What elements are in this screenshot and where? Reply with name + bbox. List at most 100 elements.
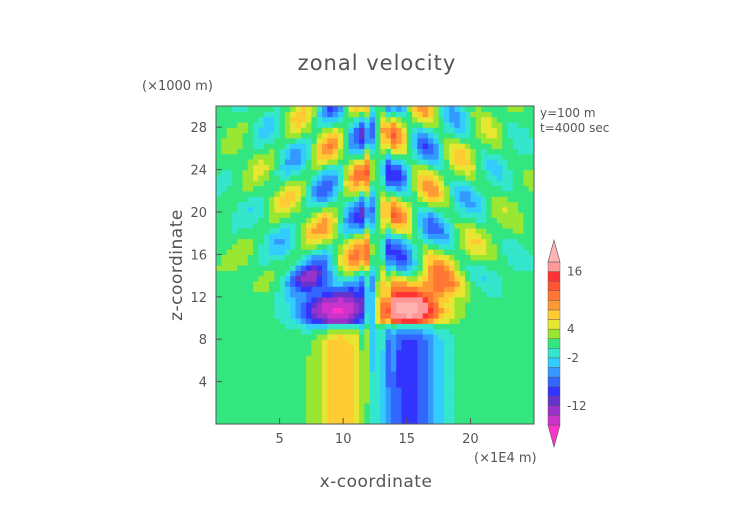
field-cell xyxy=(512,344,519,351)
field-cell xyxy=(311,397,318,404)
field-cell xyxy=(359,318,365,324)
field-cell xyxy=(433,328,440,335)
field-cell xyxy=(375,360,381,367)
field-cell xyxy=(396,386,403,393)
field-cell xyxy=(364,328,371,335)
field-cell xyxy=(406,222,413,229)
field-cell xyxy=(300,376,307,383)
field-cell xyxy=(385,159,392,165)
field-cell xyxy=(221,132,228,139)
field-cell xyxy=(359,148,365,155)
field-cell xyxy=(253,365,259,372)
field-cell xyxy=(316,333,323,340)
field-cell xyxy=(438,111,445,118)
field-cell xyxy=(263,355,270,361)
field-cell xyxy=(284,164,291,171)
field-cell xyxy=(433,201,440,208)
field-cell xyxy=(316,381,323,388)
field-cell xyxy=(406,349,413,356)
field-cell xyxy=(306,275,312,282)
field-cell xyxy=(306,238,312,245)
field-cell xyxy=(364,159,371,165)
field-cell xyxy=(375,174,381,181)
field-cell xyxy=(486,206,493,213)
field-cell xyxy=(396,413,403,420)
field-cell xyxy=(401,121,408,128)
field-cell xyxy=(375,259,381,266)
field-cell xyxy=(300,196,307,202)
field-cell xyxy=(507,254,514,261)
field-cell xyxy=(359,402,365,409)
field-cell xyxy=(481,349,487,356)
field-cell xyxy=(279,349,286,356)
field-cell xyxy=(528,190,534,197)
field-cell xyxy=(327,121,334,128)
field-cell xyxy=(465,254,471,261)
field-cell xyxy=(507,180,514,187)
field-cell xyxy=(470,402,477,409)
field-cell xyxy=(253,106,259,112)
field-cell xyxy=(475,227,482,234)
field-cell xyxy=(385,137,392,144)
field-cell xyxy=(433,159,440,165)
field-cell xyxy=(507,206,514,213)
field-cell xyxy=(316,206,323,213)
field-cell xyxy=(449,185,456,192)
field-cell xyxy=(327,286,334,293)
field-cell xyxy=(390,413,397,420)
field-cell xyxy=(481,355,487,361)
field-cell xyxy=(242,180,249,187)
field-cell xyxy=(412,249,418,255)
field-cell xyxy=(300,127,307,134)
field-cell xyxy=(454,249,461,255)
field-cell xyxy=(327,307,334,314)
field-cell xyxy=(290,227,297,234)
field-cell xyxy=(300,238,307,245)
field-cell xyxy=(327,174,334,181)
field-cell xyxy=(269,318,275,324)
field-cell xyxy=(216,291,222,298)
field-cell xyxy=(528,148,534,155)
field-cell xyxy=(237,137,244,144)
field-cell xyxy=(385,185,392,192)
field-cell xyxy=(428,318,434,324)
field-cell xyxy=(231,132,238,139)
field-cell xyxy=(486,371,493,377)
field-cell xyxy=(496,418,503,424)
field-cell xyxy=(396,243,403,250)
field-cell xyxy=(491,233,498,240)
field-cell xyxy=(237,206,244,213)
field-cell xyxy=(422,318,429,324)
field-cell xyxy=(433,111,440,118)
field-cell xyxy=(401,323,408,330)
field-cell xyxy=(242,185,249,192)
field-cell xyxy=(295,291,302,298)
field-cell xyxy=(443,201,450,208)
field-cell xyxy=(263,349,270,356)
field-cell xyxy=(528,222,534,229)
field-cell xyxy=(475,302,482,308)
field-cell xyxy=(237,132,244,139)
field-cell xyxy=(253,286,259,293)
field-cell xyxy=(433,116,440,123)
field-cell xyxy=(364,259,371,266)
field-cell xyxy=(359,265,365,271)
field-cell xyxy=(459,227,466,234)
field-cell xyxy=(322,339,328,346)
field-cell xyxy=(258,265,265,271)
field-cell xyxy=(290,254,297,261)
field-cell xyxy=(491,106,498,112)
field-cell xyxy=(454,127,461,134)
field-cell xyxy=(311,159,318,165)
field-cell xyxy=(332,270,339,277)
field-cell xyxy=(258,143,265,149)
field-cell xyxy=(406,132,413,139)
field-cell xyxy=(528,201,534,208)
field-cell xyxy=(412,355,418,361)
field-cell xyxy=(385,349,392,356)
field-cell xyxy=(300,132,307,139)
field-cell xyxy=(237,280,244,287)
field-cell xyxy=(486,355,493,361)
field-cell xyxy=(486,392,493,399)
field-cell xyxy=(337,328,344,335)
